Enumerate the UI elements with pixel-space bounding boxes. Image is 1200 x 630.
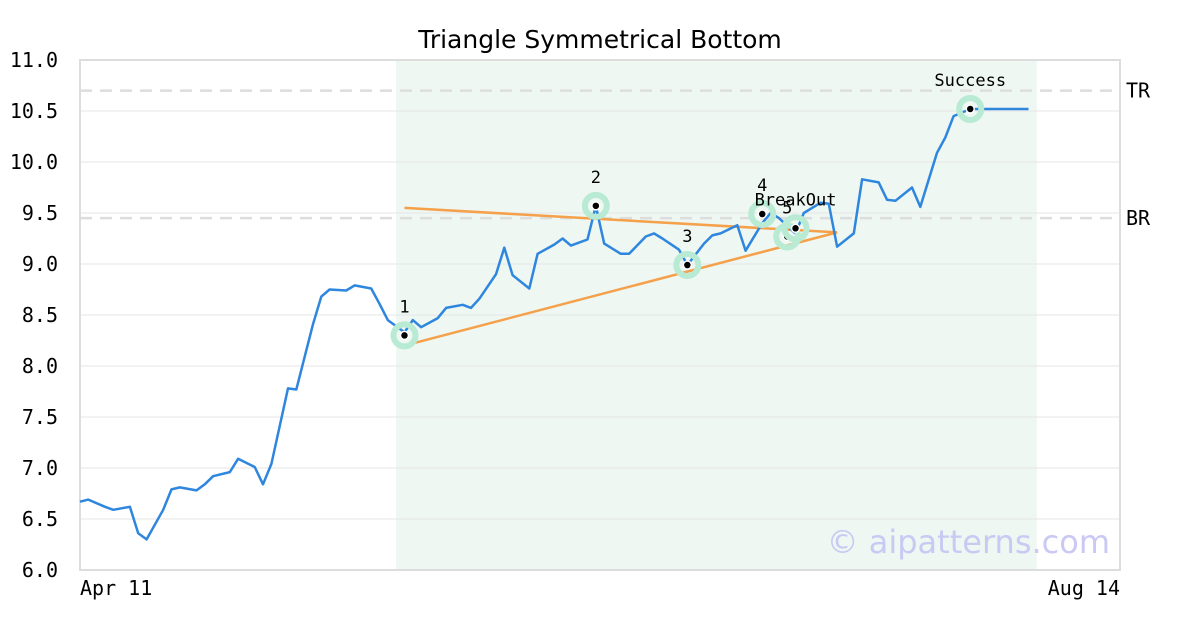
watermark: © aipatterns.com — [827, 523, 1110, 561]
price-line — [79, 107, 1029, 541]
y-tick-label: 9.5 — [22, 201, 58, 225]
y-tick-label: 6.0 — [22, 558, 58, 582]
point-label: 5 — [782, 198, 792, 218]
point-halo — [781, 214, 810, 243]
y-tick-label: 6.5 — [22, 507, 58, 531]
x-tick-end: Aug 14 — [1048, 576, 1120, 600]
trendlines — [404, 206, 838, 347]
point-label: 2 — [591, 168, 601, 188]
point-marker — [399, 330, 410, 341]
point-label: 1 — [399, 297, 409, 317]
y-tick-label: 10.0 — [10, 150, 58, 174]
point-marker — [965, 104, 975, 114]
y-axis-ticks: 6.0 6.5 7.0 7.5 8.0 8.5 9.0 9.5 10.0 10.5 11.0 — [10, 48, 58, 582]
level-label: TR — [1126, 79, 1151, 103]
y-tick-label: 7.0 — [22, 456, 58, 480]
point-marker — [682, 260, 693, 270]
y-tick-label: 8.0 — [22, 354, 58, 378]
point-halo — [390, 321, 419, 350]
point-label: 4 — [757, 176, 767, 196]
point-halo — [956, 94, 985, 123]
point-marker — [790, 223, 801, 234]
chart-title: Triangle Symmetrical Bottom — [417, 25, 782, 54]
y-tick-label: 10.5 — [10, 99, 58, 123]
y-tick-label: 9.0 — [22, 252, 58, 276]
y-tick-label: 8.5 — [22, 303, 58, 327]
trendline-lower — [404, 231, 838, 347]
point-marker — [757, 209, 767, 219]
y-tick-label: 7.5 — [22, 405, 58, 429]
point-halo — [581, 191, 610, 220]
point-label: BreakOut — [755, 190, 837, 210]
x-tick-start: Apr 11 — [80, 576, 152, 600]
point-label: 3 — [682, 227, 692, 247]
level-label: BR — [1126, 206, 1151, 230]
point-halo — [748, 200, 777, 229]
point-label: Success — [934, 71, 1006, 91]
point-halo — [673, 251, 702, 280]
y-tick-label: 11.0 — [10, 48, 58, 72]
plot-frame — [79, 59, 1121, 571]
point-marker — [591, 201, 601, 211]
trendline-upper — [404, 206, 838, 234]
